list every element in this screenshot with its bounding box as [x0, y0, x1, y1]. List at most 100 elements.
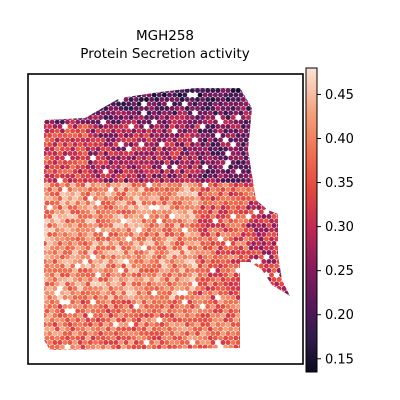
hex-spot — [136, 191, 142, 197]
hex-spot — [82, 160, 88, 165]
hex-spot — [80, 164, 86, 170]
hex-spot — [47, 268, 53, 273]
hex-spot — [225, 106, 231, 111]
hex-spot — [177, 101, 183, 107]
hex-spot — [248, 254, 254, 260]
hex-spot — [248, 182, 254, 188]
hex-spot — [103, 313, 109, 318]
hex-spot — [144, 322, 149, 327]
hex-spot — [138, 223, 144, 228]
hex-spot — [123, 151, 129, 156]
hex-spot — [215, 160, 221, 165]
hex-spot — [113, 268, 119, 273]
hex-spot — [149, 169, 155, 174]
hex-spot — [75, 227, 81, 233]
hex-spot — [187, 119, 193, 125]
hex-spot — [85, 308, 91, 314]
hex-spot — [100, 173, 106, 179]
hex-spot — [197, 218, 203, 224]
hex-spot — [75, 317, 81, 323]
hex-spot — [248, 191, 254, 197]
hex-spot — [207, 128, 213, 134]
hex-spot — [47, 133, 53, 138]
hex-spot — [233, 290, 239, 296]
hex-spot — [172, 344, 178, 350]
hex-spot — [189, 331, 195, 336]
hex-spot — [205, 97, 211, 102]
hex-spot — [108, 331, 114, 336]
hex-spot — [77, 169, 83, 174]
hex-spot — [67, 214, 73, 219]
hex-spot — [215, 232, 221, 237]
hex-spot — [164, 241, 170, 246]
hex-spot — [108, 160, 114, 165]
hex-spot — [281, 286, 287, 291]
hex-spot — [82, 322, 88, 327]
hex-spot — [72, 142, 78, 147]
hex-spot — [164, 151, 170, 156]
hex-spot — [93, 205, 98, 210]
hex-spot — [228, 299, 234, 305]
hex-spot — [103, 295, 109, 300]
hex-spot — [141, 146, 147, 152]
hex-spot — [126, 299, 132, 305]
hex-spot — [228, 101, 234, 107]
hex-spot — [100, 290, 106, 296]
hex-spot — [223, 299, 229, 305]
hex-spot — [197, 344, 203, 350]
hex-spot — [189, 205, 195, 210]
hex-spot — [128, 169, 134, 174]
hex-spot — [167, 308, 172, 314]
hex-spot — [77, 151, 83, 156]
hex-spot — [67, 277, 73, 282]
hex-spot — [154, 322, 160, 327]
hex-spot — [65, 128, 70, 134]
hex-spot — [54, 254, 60, 260]
hex-spot — [200, 178, 206, 183]
hex-spot — [49, 200, 55, 206]
hex-spot — [47, 169, 53, 174]
hex-spot — [161, 218, 167, 224]
hex-spot — [225, 196, 231, 201]
hex-spot — [233, 218, 239, 224]
hex-spot — [95, 254, 101, 260]
hex-spot — [192, 182, 198, 188]
hex-spot — [161, 110, 167, 116]
hex-spot — [44, 133, 47, 138]
hex-spot — [210, 295, 216, 300]
hex-spot — [212, 191, 218, 197]
hex-spot — [103, 322, 109, 327]
hex-spot — [146, 209, 152, 215]
hex-spot — [49, 191, 55, 197]
hex-spot — [93, 331, 98, 336]
hex-spot — [136, 245, 142, 251]
hex-spot — [159, 187, 165, 192]
hex-spot — [128, 151, 134, 156]
hex-spot — [220, 340, 226, 345]
hex-spot — [205, 115, 211, 120]
hex-spot — [146, 335, 152, 341]
hex-spot — [105, 263, 111, 269]
hex-spot — [82, 277, 88, 282]
hex-spot — [174, 196, 180, 201]
hex-spot — [189, 142, 195, 147]
hex-spot — [238, 182, 244, 188]
hex-spot — [230, 304, 236, 309]
hex-spot — [144, 259, 149, 264]
hex-spot — [187, 218, 193, 224]
hex-spot — [243, 101, 249, 107]
hex-spot — [207, 119, 213, 125]
hex-spot — [167, 263, 172, 269]
hex-spot — [189, 223, 195, 228]
hex-spot — [70, 335, 76, 341]
hex-spot — [146, 245, 152, 251]
hex-spot — [161, 209, 167, 215]
hex-spot — [103, 205, 109, 210]
hex-spot — [93, 187, 98, 192]
hex-spot — [238, 191, 244, 197]
hex-spot — [230, 196, 236, 201]
hex-spot — [98, 241, 104, 246]
hex-spot — [123, 124, 129, 129]
hex-spot — [67, 322, 73, 327]
hex-spot — [271, 268, 277, 273]
